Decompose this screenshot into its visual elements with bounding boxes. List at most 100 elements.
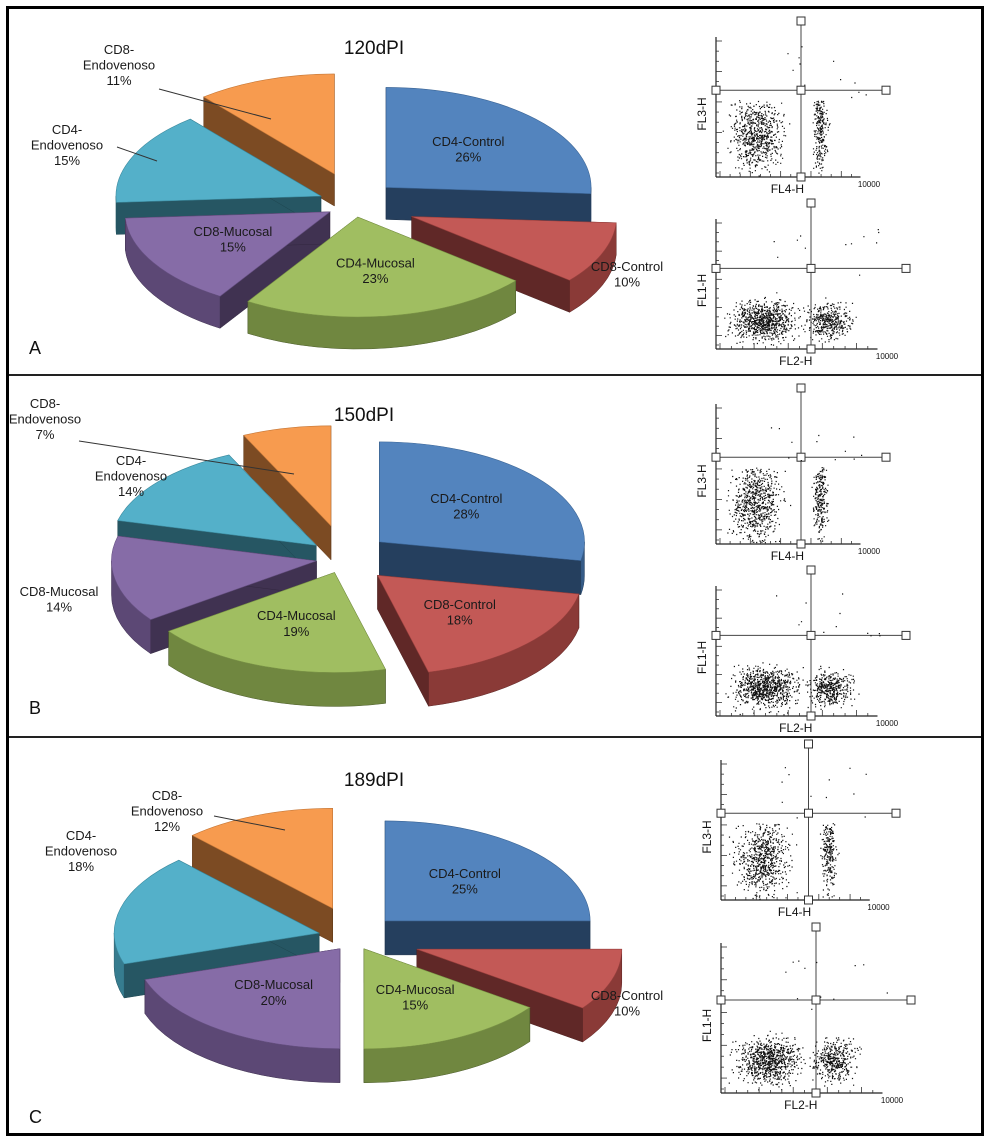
panel-divider <box>9 374 981 376</box>
scatter-plot-fl1-h-fl2-h: FL2-H FL1-H 10000 <box>700 922 916 1112</box>
gate-handle <box>796 16 806 26</box>
slice-top <box>416 948 623 1009</box>
x-axis-label: FL2-H <box>779 721 812 734</box>
gate-handle <box>796 539 806 549</box>
scatter-plot-fl3-h-fl4-h: FL4-H FL3-H 10000 <box>700 739 901 919</box>
slice-label-cd8-mucosal: CD8-Mucosal 20% <box>234 977 313 1008</box>
pie-slice-cd8-control <box>416 948 623 1043</box>
slice-label-cd4-mucosal: CD4-Mucosal 19% <box>257 608 336 639</box>
gate-handle <box>901 630 911 640</box>
gate-handle <box>711 452 721 462</box>
pie-slice-cd4-control <box>379 441 585 595</box>
pie-slice-cd8-control <box>411 216 617 313</box>
x-max-tick-label: 10000 <box>858 180 881 189</box>
panel-letter: B <box>29 698 41 718</box>
pie-chart-120dpi: CD4-Control 26% CD8-Control 10% CD4-Mucosal 2… <box>29 38 663 358</box>
y-axis-label: FL1-H <box>695 274 709 307</box>
flow-plots-120dpi: FL4-H FL3-H 10000 FL2-H FL1-H 10000 <box>695 16 911 368</box>
slice-top <box>144 948 341 1049</box>
slice-label-cd4-mucosal: CD4-Mucosal 15% <box>376 982 455 1013</box>
pie-slice-cd8-control <box>377 574 580 707</box>
slice-top <box>379 441 585 561</box>
gate-handle <box>811 995 821 1005</box>
gate-handle <box>811 922 821 932</box>
x-max-tick-label: 10000 <box>867 903 890 912</box>
scatter-points <box>722 46 867 177</box>
panel-divider <box>9 736 981 738</box>
gate-handle <box>806 565 816 575</box>
slice-top <box>168 572 386 673</box>
panel-b: CD4-Control 28% CD8-Control 18% CD4-Mucosal 1… <box>9 376 981 734</box>
pie-slice-cd4-mucosal <box>247 216 517 350</box>
gate-handle <box>806 263 816 273</box>
scatter-plot-fl1-h-fl2-h: FL2-H FL1-H 10000 <box>695 198 911 368</box>
gate-handle <box>716 995 726 1005</box>
slice-top <box>191 808 333 909</box>
x-max-tick-label: 10000 <box>876 719 899 728</box>
slice-label-cd4-control: CD4-Control 28% <box>430 491 502 522</box>
gate-handle <box>796 172 806 182</box>
pie-slice-cd8-endovenoso <box>243 425 332 561</box>
x-max-tick-label: 10000 <box>876 352 899 361</box>
pie-slice-cd8-endovenoso <box>203 73 335 207</box>
panel-a: CD4-Control 26% CD8-Control 10% CD4-Mucosal 2… <box>9 9 981 373</box>
slice-top <box>243 425 332 527</box>
panel-letter: A <box>29 338 41 358</box>
leader-line <box>158 88 272 120</box>
slice-top <box>113 859 321 965</box>
gate-handle <box>806 630 816 640</box>
slice-label-cd4-endovenoso: CD4-Endovenoso 15% <box>31 122 103 168</box>
gate-handle <box>891 808 901 818</box>
x-axis-label: FL2-H <box>779 354 812 368</box>
flow-plots-150dpi: FL4-H FL3-H 10000 FL2-H FL1-H 10000 <box>695 383 911 734</box>
slice-label-cd8-control: CD8-Control 10% <box>591 988 663 1019</box>
x-axis-label: FL4-H <box>778 905 811 919</box>
scatter-plot-fl1-h-fl2-h: FL2-H FL1-H 10000 <box>695 565 911 734</box>
slice-top <box>124 211 331 297</box>
slice-top <box>377 574 580 673</box>
y-axis-label: FL3-H <box>695 464 709 497</box>
y-axis-label: FL1-H <box>700 1009 714 1042</box>
gate-handle <box>804 739 813 749</box>
y-axis-label: FL1-H <box>695 641 709 674</box>
slice-label-cd8-mucosal: CD8-Mucosal 15% <box>193 224 272 255</box>
gate-handle <box>796 383 806 393</box>
slice-label-cd8-control: CD8-Control 18% <box>424 597 496 628</box>
x-max-tick-label: 10000 <box>858 547 881 556</box>
slice-top <box>411 216 617 281</box>
panel-letter: C <box>29 1107 42 1127</box>
slice-top <box>363 948 531 1050</box>
gate-handle <box>906 995 916 1005</box>
chart-title: 150dPI <box>334 405 394 426</box>
slice-top <box>247 216 517 318</box>
gate-handle <box>711 263 721 273</box>
x-axis-label: FL2-H <box>784 1098 817 1112</box>
slice-label-cd8-endovenoso: CD8-Endovenoso 7% <box>9 396 81 442</box>
slice-label-cd4-endovenoso: CD4-Endovenoso 18% <box>45 828 117 874</box>
gate-handle <box>716 808 726 818</box>
gate-handle <box>811 1088 821 1098</box>
slice-top <box>385 87 592 195</box>
y-axis-label: FL3-H <box>695 97 709 130</box>
slice-label-cd8-mucosal: CD8-Mucosal 14% <box>20 584 99 615</box>
slice-top <box>111 535 317 620</box>
slice-label-cd8-endovenoso: CD8-Endovenoso 12% <box>131 788 203 834</box>
x-max-tick-label: 10000 <box>881 1096 904 1105</box>
chart-title: 189dPI <box>344 770 404 791</box>
scatter-plot-fl3-h-fl4-h: FL4-H FL3-H 10000 <box>695 16 891 196</box>
slice-label-cd4-endovenoso: CD4-Endovenoso 14% <box>95 453 167 499</box>
gate-handle <box>796 452 806 462</box>
gate-handle <box>806 711 816 721</box>
slice-label-cd4-mucosal: CD4-Mucosal 23% <box>336 255 415 286</box>
gate-handle <box>796 85 806 95</box>
pie-slice-cd4-mucosal <box>168 572 386 707</box>
gate-handle <box>881 452 891 462</box>
slice-top <box>203 73 335 175</box>
scatter-points <box>725 593 881 716</box>
scatter-points <box>726 427 863 544</box>
pie-chart-150dpi: CD4-Control 28% CD8-Control 18% CD4-Mucosal 1… <box>9 396 585 718</box>
flow-plots-189dpi: FL4-H FL3-H 10000 FL2-H FL1-H 10000 <box>700 739 916 1112</box>
panel-c: CD4-Control 25% CD8-Control 10% CD4-Mucosal 1… <box>9 738 981 1132</box>
slice-top <box>115 118 323 203</box>
slice-label-cd8-control: CD8-Control 10% <box>591 259 663 290</box>
